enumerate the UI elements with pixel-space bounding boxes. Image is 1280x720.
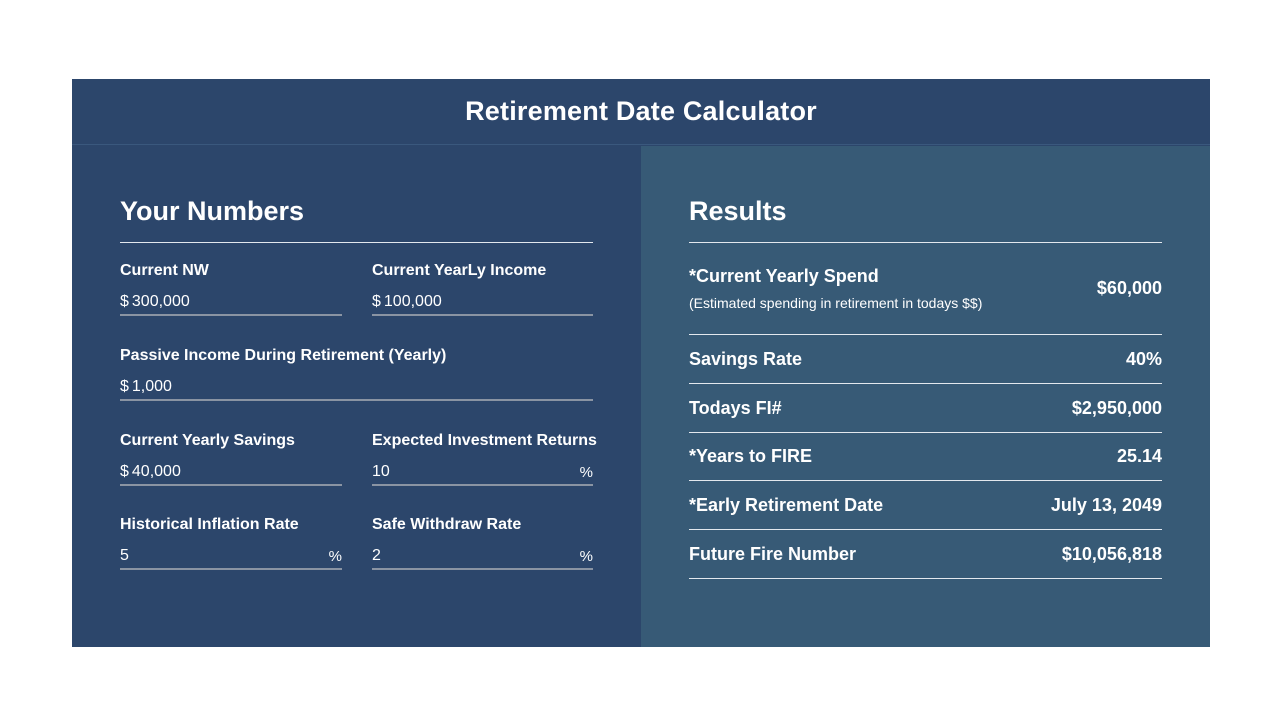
results-section-title: Results xyxy=(689,196,787,226)
current-nw-label: Current NW xyxy=(120,262,209,279)
result-label-group: *Current Yearly Spend (Estimated spendin… xyxy=(689,266,982,311)
inflation-rate-value: 5 xyxy=(120,547,129,564)
percent-suffix: % xyxy=(579,463,593,481)
current-yearly-savings-field: Current Yearly Savings $ 40,000 xyxy=(120,432,342,492)
result-value: 40% xyxy=(1125,348,1162,369)
current-yearly-income-value: 100,000 xyxy=(383,293,442,310)
expected-returns-field: Expected Investment Returns 10 % xyxy=(372,432,597,492)
currency-prefix: $ xyxy=(120,293,129,310)
results-divider xyxy=(689,242,1162,243)
result-label: *Years to FIRE xyxy=(689,446,813,466)
current-nw-value: 300,000 xyxy=(131,293,190,310)
withdraw-rate-field: Safe Withdraw Rate 2 % xyxy=(372,516,593,576)
result-value: July 13, 2049 xyxy=(1050,494,1162,515)
inputs-divider xyxy=(120,242,593,243)
currency-prefix: $ xyxy=(120,378,129,395)
retirement-calculator: Retirement Date Calculator Your Numbers … xyxy=(72,79,1210,647)
result-row-early-retirement-date: *Early Retirement Date July 13, 2049 xyxy=(689,481,1162,530)
passive-income-label: Passive Income During Retirement (Yearly… xyxy=(120,347,447,364)
result-row-todays-fi: Todays FI# $2,950,000 xyxy=(689,384,1162,433)
result-label: Savings Rate xyxy=(689,348,803,369)
passive-income-field: Passive Income During Retirement (Yearly… xyxy=(120,347,593,407)
withdraw-rate-input[interactable]: 2 % xyxy=(372,544,593,570)
current-nw-input[interactable]: $ 300,000 xyxy=(120,290,342,316)
expected-returns-input[interactable]: 10 % xyxy=(372,460,593,486)
withdraw-rate-value: 2 xyxy=(372,547,381,564)
inputs-panel: Your Numbers Current NW $ 300,000 Curren… xyxy=(72,146,641,647)
result-note: (Estimated spending in retirement in tod… xyxy=(689,295,983,311)
inflation-rate-label: Historical Inflation Rate xyxy=(120,516,299,533)
result-value: 25.14 xyxy=(1116,446,1162,466)
current-yearly-savings-label: Current Yearly Savings xyxy=(120,432,295,449)
result-row-future-fire-number: Future Fire Number $10,056,818 xyxy=(689,530,1162,579)
result-label: Future Fire Number xyxy=(689,543,857,564)
current-nw-field: Current NW $ 300,000 xyxy=(120,262,342,322)
results-panel: Results *Current Yearly Spend (Estimated… xyxy=(641,146,1210,647)
currency-prefix: $ xyxy=(372,293,381,310)
result-value: $2,950,000 xyxy=(1071,397,1162,418)
passive-income-value: 1,000 xyxy=(131,378,172,395)
result-row-current-yearly-spend: *Current Yearly Spend (Estimated spendin… xyxy=(689,243,1162,335)
calculator-title: Retirement Date Calculator xyxy=(465,96,817,126)
expected-returns-label: Expected Investment Returns xyxy=(372,432,597,449)
result-value: $10,056,818 xyxy=(1061,543,1162,564)
current-yearly-savings-value: 40,000 xyxy=(131,463,181,480)
current-yearly-savings-input[interactable]: $ 40,000 xyxy=(120,460,342,486)
withdraw-rate-label: Safe Withdraw Rate xyxy=(372,516,522,533)
expected-returns-value: 10 xyxy=(372,463,390,480)
current-yearly-income-label: Current YearLy Income xyxy=(372,262,547,279)
calculator-header: Retirement Date Calculator xyxy=(72,79,1210,145)
result-row-savings-rate: Savings Rate 40% xyxy=(689,335,1162,384)
current-yearly-income-input[interactable]: $ 100,000 xyxy=(372,290,593,316)
current-yearly-income-field: Current YearLy Income $ 100,000 xyxy=(372,262,593,322)
result-row-years-to-fire: *Years to FIRE 25.14 xyxy=(689,433,1162,481)
inflation-rate-field: Historical Inflation Rate 5 % xyxy=(120,516,342,576)
result-label: *Current Yearly Spend xyxy=(689,266,879,286)
result-label: Todays FI# xyxy=(689,397,782,418)
result-value: $60,000 xyxy=(1096,278,1162,298)
currency-prefix: $ xyxy=(120,463,129,480)
inflation-rate-input[interactable]: 5 % xyxy=(120,544,342,570)
result-label: *Early Retirement Date xyxy=(689,494,884,515)
inputs-section-title: Your Numbers xyxy=(120,196,305,226)
percent-suffix: % xyxy=(579,547,593,565)
percent-suffix: % xyxy=(328,547,342,565)
passive-income-input[interactable]: $ 1,000 xyxy=(120,375,593,401)
